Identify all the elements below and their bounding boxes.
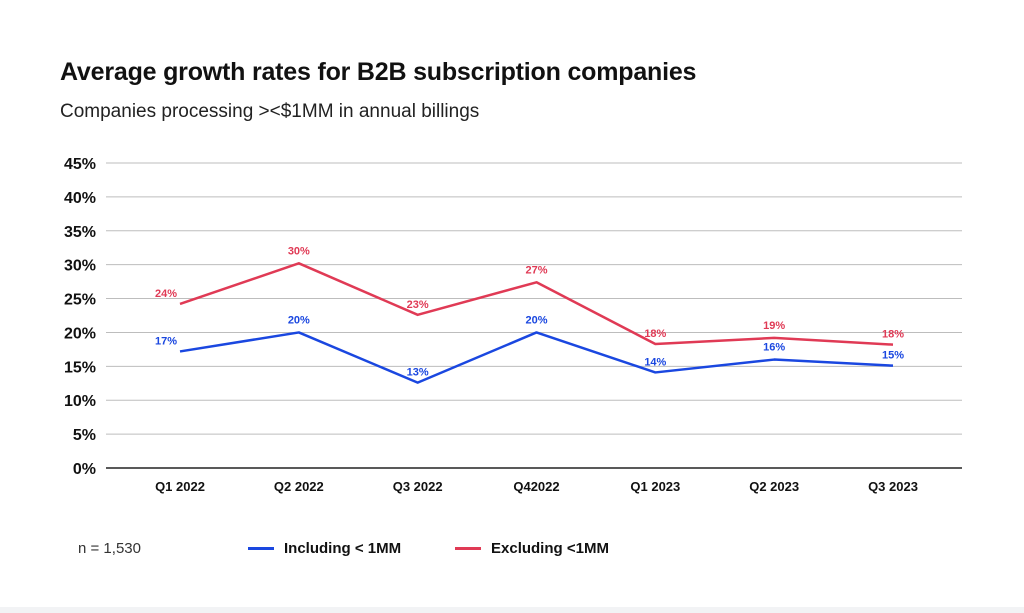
data-label-including: 20% xyxy=(525,314,547,326)
data-label-excluding: 18% xyxy=(644,328,666,340)
data-label-including: 16% xyxy=(763,342,785,354)
y-tick-label: 30% xyxy=(64,258,96,275)
data-label-including: 15% xyxy=(882,350,904,362)
data-label-excluding: 27% xyxy=(525,264,547,276)
legend-swatch-including xyxy=(248,546,274,550)
legend-swatch-excluding xyxy=(455,546,481,550)
x-tick-label: Q1 2022 xyxy=(155,479,205,494)
series-line-excluding xyxy=(179,262,894,346)
data-label-including: 17% xyxy=(155,335,177,347)
sample-size-note: n = 1,530 xyxy=(78,540,141,557)
data-label-excluding: 24% xyxy=(155,288,177,300)
legend-item-including: Including < 1MM xyxy=(248,538,401,558)
y-tick-label: 0% xyxy=(73,461,96,478)
y-tick-label: 25% xyxy=(64,292,96,309)
x-tick-label: Q2 2023 xyxy=(749,479,799,494)
y-tick-label: 35% xyxy=(64,224,96,241)
y-tick-label: 15% xyxy=(64,359,96,376)
data-label-including: 13% xyxy=(407,367,429,379)
legend-label-excluding: Excluding <1MM xyxy=(491,539,609,557)
x-tick-label: Q2 2022 xyxy=(274,479,324,494)
y-tick-label: 20% xyxy=(64,325,96,342)
y-tick-label: 5% xyxy=(73,427,96,444)
x-tick-label: Q1 2023 xyxy=(630,479,680,494)
bottom-band xyxy=(0,607,1024,613)
x-tick-label: Q3 2022 xyxy=(393,479,443,494)
y-tick-label: 10% xyxy=(64,393,96,410)
data-label-excluding: 19% xyxy=(763,320,785,332)
legend-item-excluding: Excluding <1MM xyxy=(455,538,609,558)
data-label-including: 20% xyxy=(288,314,310,326)
y-tick-label: 45% xyxy=(64,156,96,173)
data-label-excluding: 18% xyxy=(882,329,904,341)
chart-subtitle: Companies processing ><$1MM in annual bi… xyxy=(60,101,480,122)
legend-label-including: Including < 1MM xyxy=(284,539,402,557)
data-label-excluding: 30% xyxy=(288,245,310,257)
x-tick-label: Q3 2023 xyxy=(868,479,918,494)
y-tick-label: 40% xyxy=(64,190,96,207)
series-line-including xyxy=(179,331,894,384)
data-label-excluding: 23% xyxy=(407,299,429,311)
chart-title: Average growth rates for B2B subscriptio… xyxy=(60,58,697,86)
data-label-including: 14% xyxy=(644,356,666,368)
x-tick-label: Q42022 xyxy=(513,479,559,494)
